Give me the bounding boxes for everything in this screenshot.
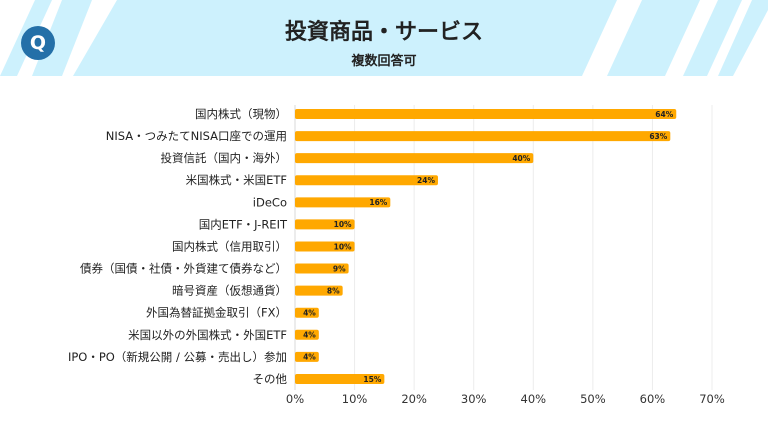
- category-label: NISA・つみたてNISA口座での運用: [106, 129, 287, 143]
- data-label: 4%: [303, 309, 316, 318]
- data-label: 63%: [649, 132, 667, 141]
- category-label: 米国以外の外国株式・外国ETF: [128, 328, 287, 342]
- category-label: iDeCo: [253, 195, 287, 209]
- header-stripe: [73, 0, 617, 76]
- bar: [295, 197, 391, 208]
- x-tick-label: 40%: [521, 392, 547, 406]
- x-tick-label: 50%: [580, 392, 606, 406]
- data-label: 4%: [303, 331, 316, 340]
- data-label: 16%: [369, 198, 387, 207]
- header-stripe: [683, 0, 742, 76]
- category-label: 投資信託（国内・海外）: [161, 151, 288, 165]
- data-label: 24%: [417, 176, 435, 185]
- category-label: 外国為替証拠金取引（FX）: [146, 306, 287, 320]
- bar: [295, 131, 671, 142]
- chart-subtitle: 複数回答可: [351, 54, 417, 69]
- data-label: 4%: [303, 353, 316, 362]
- category-label: その他: [253, 372, 288, 386]
- bar: [295, 285, 343, 296]
- x-tick-label: 60%: [640, 392, 666, 406]
- category-label: 国内株式（現物）: [195, 107, 287, 121]
- category-label: 債券（国債・社債・外貨建て債券など）: [80, 262, 287, 276]
- category-label: 国内ETF・J-REIT: [199, 217, 288, 231]
- data-label: 64%: [655, 110, 673, 119]
- bar: [295, 153, 534, 164]
- data-label: 10%: [334, 242, 352, 251]
- question-badge: Q: [21, 26, 55, 60]
- x-tick-label: 30%: [461, 392, 487, 406]
- bar: [295, 307, 319, 318]
- data-label: 10%: [334, 220, 352, 229]
- data-label: 40%: [512, 154, 530, 163]
- bar: [295, 219, 355, 230]
- x-tick-label: 70%: [699, 392, 725, 406]
- bar: [295, 175, 438, 186]
- bar: [295, 263, 349, 274]
- category-label: IPO・PO（新規公開 / 公募・売出し）参加: [68, 350, 287, 364]
- chart-title: 投資商品・サービス: [284, 20, 483, 45]
- bar: [295, 241, 355, 252]
- header-stripe: [718, 0, 768, 76]
- category-label: 暗号資産（仮想通貨）: [172, 284, 287, 298]
- data-label: 8%: [327, 286, 340, 295]
- bar: [295, 329, 319, 340]
- x-tick-label: 0%: [286, 392, 304, 406]
- bar: [295, 351, 319, 362]
- category-label: 国内株式（信用取引）: [172, 239, 287, 253]
- category-label: 米国株式・米国ETF: [186, 173, 287, 187]
- bar: [295, 373, 385, 384]
- data-label: 15%: [363, 375, 381, 384]
- x-tick-label: 20%: [401, 392, 427, 406]
- x-tick-label: 10%: [342, 392, 368, 406]
- header-stripe: [607, 0, 700, 76]
- header-band: [0, 0, 768, 76]
- data-label: 9%: [333, 264, 346, 273]
- bar: [295, 109, 677, 119]
